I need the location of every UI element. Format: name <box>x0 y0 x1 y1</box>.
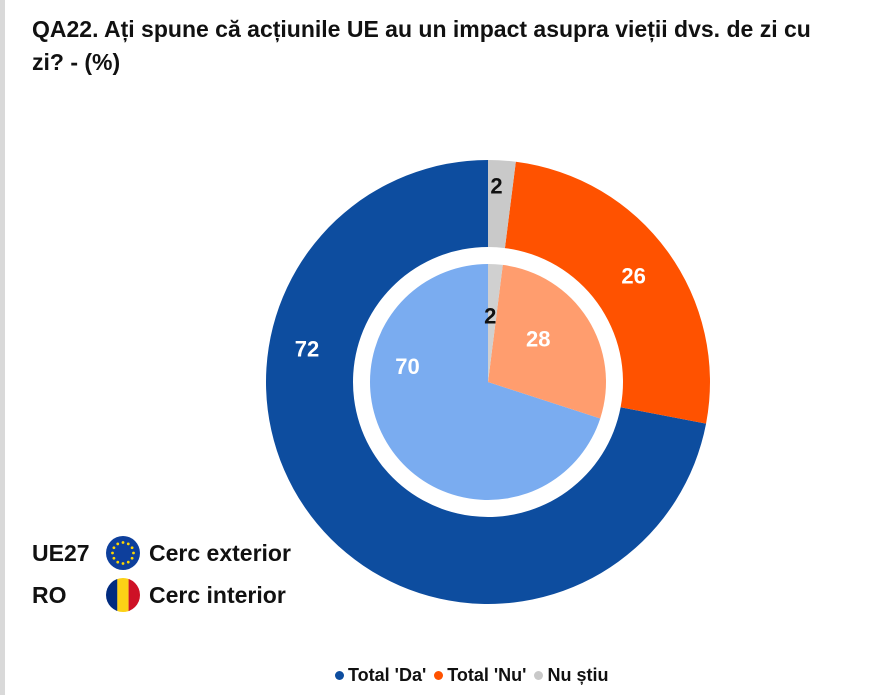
legend-label: Total 'Nu' <box>447 665 527 685</box>
romania-flag-icon <box>106 578 140 612</box>
legend-dot <box>434 671 444 680</box>
chart-title: QA22. Ați spune că acțiunile UE au un im… <box>32 16 811 75</box>
ring-key-label: Cerc exterior <box>149 539 291 566</box>
ring-key-code: RO <box>32 581 67 608</box>
inner-data-label-nu-stiu: 2 <box>484 304 496 329</box>
outer-data-label-nu: 26 <box>621 264 645 289</box>
eu-flag-icon <box>106 536 140 570</box>
legend-label: Total 'Da' <box>348 665 427 685</box>
outer-data-label-da: 72 <box>295 336 319 361</box>
ring-key-code: UE27 <box>32 539 90 566</box>
legend-item-nu: Total 'Nu' <box>434 665 526 686</box>
legend-dot <box>534 671 544 680</box>
inner-data-label-nu: 28 <box>526 327 550 352</box>
inner-data-label-da: 70 <box>395 354 419 379</box>
legend-label: Nu știu <box>547 665 609 685</box>
left-border <box>0 0 5 695</box>
legend-dot <box>335 671 344 680</box>
inner-slice-nu <box>488 264 607 419</box>
ring-key-inner: RO Cerc interior <box>32 577 286 613</box>
inner-slice-da <box>370 264 601 500</box>
ring-key-outer: UE27 Cerc exterior <box>32 535 291 571</box>
ring-key-label: Cerc interior <box>149 581 286 608</box>
outer-slice-nu-stiu <box>488 160 516 249</box>
inner-slice-nu-stiu <box>488 264 503 382</box>
outer-slice-nu <box>504 161 710 424</box>
legend-item-da: Total 'Da' <box>335 665 426 686</box>
chart-legend: Total 'Da' Total 'Nu' Nu știu <box>335 665 616 686</box>
outer-slice-da <box>265 160 707 604</box>
legend-item-nu-stiu: Nu știu <box>534 665 608 686</box>
outer-data-label-nu-stiu: 2 <box>490 174 502 199</box>
